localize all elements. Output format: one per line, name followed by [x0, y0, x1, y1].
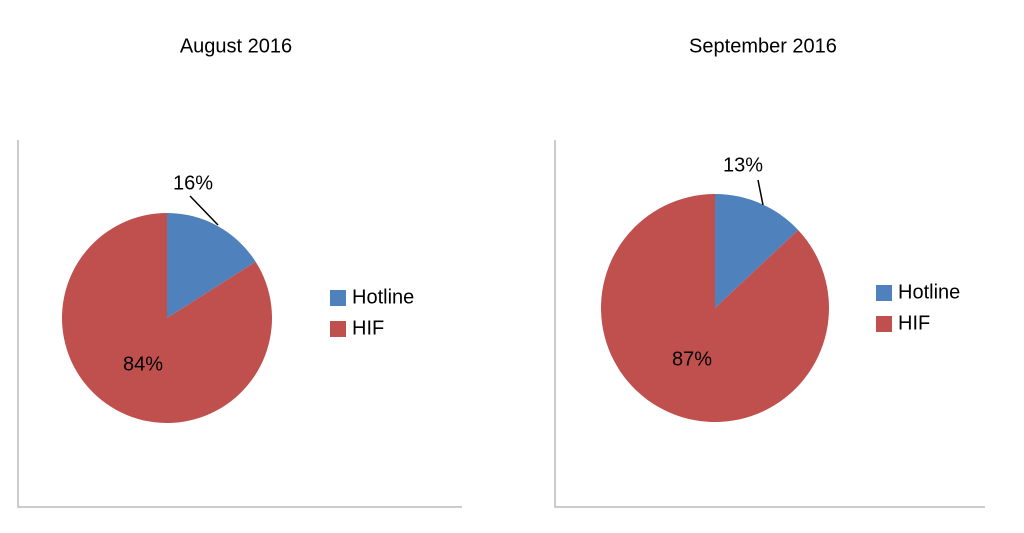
- chart-title: August 2016: [180, 35, 292, 57]
- legend-swatch: [330, 321, 346, 337]
- legend-swatch: [876, 316, 892, 332]
- pie-slice: [715, 194, 799, 308]
- leader-line: [757, 179, 764, 206]
- chart-frame: [17, 140, 462, 508]
- data-label: 13%: [723, 154, 763, 176]
- leader-line: [189, 195, 219, 226]
- legend-label: Hotline: [898, 281, 960, 303]
- data-label: 84%: [123, 353, 163, 375]
- legend-label: HIF: [898, 312, 930, 334]
- chart-title: September 2016: [689, 35, 837, 57]
- legend-swatch: [876, 285, 892, 301]
- chart-frame: [554, 140, 985, 508]
- legend-label: HIF: [352, 317, 384, 339]
- pie-slice: [601, 194, 829, 422]
- data-label: 87%: [672, 348, 712, 370]
- legend-swatch: [330, 290, 346, 306]
- legend-label: Hotline: [352, 286, 414, 308]
- data-label: 16%: [173, 172, 213, 194]
- pie-slice: [62, 213, 273, 424]
- pie-slice: [167, 213, 256, 318]
